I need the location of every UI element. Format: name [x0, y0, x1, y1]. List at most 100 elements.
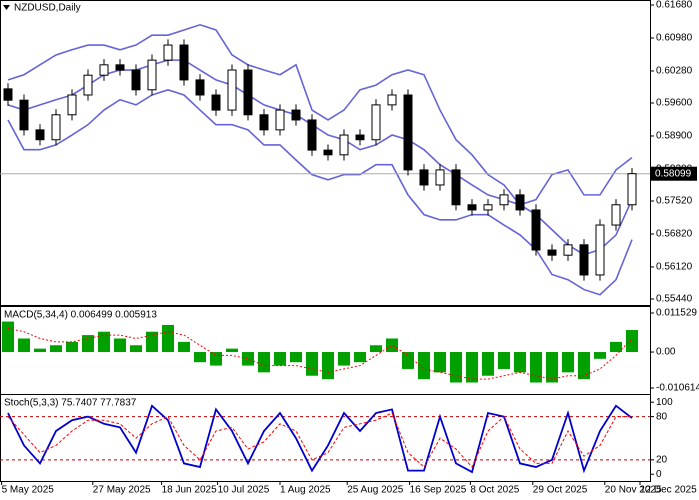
macd-bar	[594, 352, 606, 359]
y-tick-label: 0.58900	[656, 131, 693, 142]
macd-bar	[210, 352, 222, 366]
y-tick-label: 0.011529	[656, 308, 697, 319]
candle-body	[499, 194, 509, 206]
x-tick-label: 16 Sep 2025	[410, 485, 467, 496]
candle-body	[467, 204, 477, 211]
macd-bar	[146, 331, 158, 353]
candle-body	[67, 94, 77, 116]
candle-body	[371, 104, 381, 141]
indicator-line	[7, 404, 633, 474]
y-tick-label: 100	[656, 397, 673, 408]
candle-body	[483, 204, 493, 211]
y-tick-label: 0.61680	[656, 0, 693, 11]
candle-body	[275, 109, 285, 131]
menu-triangle[interactable]	[3, 5, 10, 10]
candle-body	[163, 44, 173, 61]
indicator-line	[7, 23, 633, 206]
y-tick-label: 0.57520	[656, 196, 693, 207]
x-tick-label: 8 Oct 2025	[470, 485, 519, 496]
macd-bar	[546, 352, 558, 383]
macd-bar	[66, 341, 78, 353]
macd-bar	[114, 338, 126, 353]
panel-frame	[0, 0, 651, 306]
candle-body	[515, 194, 525, 211]
x-tick-label: 1 Aug 2025	[280, 485, 331, 496]
y-tick-label: 80	[656, 411, 668, 422]
macd-bar	[274, 352, 286, 366]
candle-body	[35, 129, 45, 141]
macd-bar	[306, 352, 318, 376]
candle-body	[131, 69, 141, 91]
macd-bar	[194, 352, 206, 363]
candle-body	[611, 204, 621, 226]
candle-body	[83, 74, 93, 96]
macd-bar	[626, 330, 638, 353]
x-tick-label: 27 May 2025	[93, 485, 151, 496]
macd-bar	[482, 352, 494, 376]
candle-body	[307, 119, 317, 151]
candle-body	[19, 99, 29, 131]
candle-body	[547, 249, 557, 256]
candle-body	[339, 134, 349, 156]
macd-bar	[258, 352, 270, 373]
macd-bar	[434, 352, 446, 373]
y-tick-label: 0.59600	[656, 98, 693, 109]
indicator-line	[7, 412, 632, 468]
candle-body	[403, 94, 413, 171]
macd-bar	[562, 352, 574, 373]
candle-body	[195, 79, 205, 96]
macd-bar	[514, 352, 526, 373]
macd-bar	[322, 352, 334, 380]
candle-body	[595, 224, 605, 276]
y-tick-label: 0.00	[656, 347, 676, 358]
stoch-title: Stoch(5,3,3) 75.7407 77.7837	[4, 398, 137, 409]
macd-bar	[450, 352, 462, 383]
macd-bar	[402, 352, 414, 369]
macd-bar	[338, 352, 350, 366]
macd-bar	[34, 348, 46, 353]
x-tick-label: 25 Aug 2025	[347, 485, 404, 496]
panel-frame	[0, 306, 651, 395]
macd-bar	[162, 324, 174, 353]
chart-title: NZDUSD,Daily	[14, 3, 81, 14]
y-tick-label: 20	[656, 454, 668, 465]
macd-bar	[370, 345, 382, 353]
indicator-line	[7, 88, 633, 296]
x-tick-label: 20 Nov 2025	[605, 485, 662, 496]
x-tick-label: 12 Dec 2025	[640, 485, 697, 496]
macd-bar	[130, 345, 142, 353]
macd-bar	[530, 352, 542, 383]
macd-title: MACD(5,34,4) 0.006499 0.005913	[4, 310, 157, 321]
macd-bar	[354, 352, 366, 363]
y-tick-label: 0.60280	[656, 66, 693, 77]
candle-body	[147, 59, 157, 91]
indicator-line	[7, 59, 633, 256]
y-tick-label: 0.56120	[656, 262, 693, 273]
macd-bar	[418, 352, 430, 380]
macd-bar	[50, 345, 62, 353]
candle-body	[387, 94, 397, 106]
macd-bar	[466, 352, 478, 383]
macd-bar	[242, 352, 254, 366]
x-tick-label: 5 May 2025	[2, 485, 55, 496]
x-tick-label: 10 Jul 2025	[218, 485, 270, 496]
candle-body	[451, 169, 461, 206]
candle-body	[115, 64, 125, 71]
macd-bar	[18, 338, 30, 353]
candle-body	[291, 109, 301, 121]
y-tick-label: 0	[656, 469, 662, 480]
macd-bar	[82, 335, 94, 353]
candle-body	[323, 149, 333, 156]
y-tick-label: 0.55440	[656, 294, 693, 305]
macd-bar	[2, 321, 14, 353]
candle-body	[419, 169, 429, 186]
candle-body	[179, 44, 189, 81]
candle-body	[3, 88, 13, 101]
x-tick-label: 18 Jun 2025	[162, 485, 217, 496]
candle-body	[51, 114, 61, 141]
candle-body	[211, 94, 221, 111]
candle-body	[99, 64, 109, 76]
candle-body	[579, 244, 589, 276]
x-tick-label: 29 Oct 2025	[533, 485, 588, 496]
